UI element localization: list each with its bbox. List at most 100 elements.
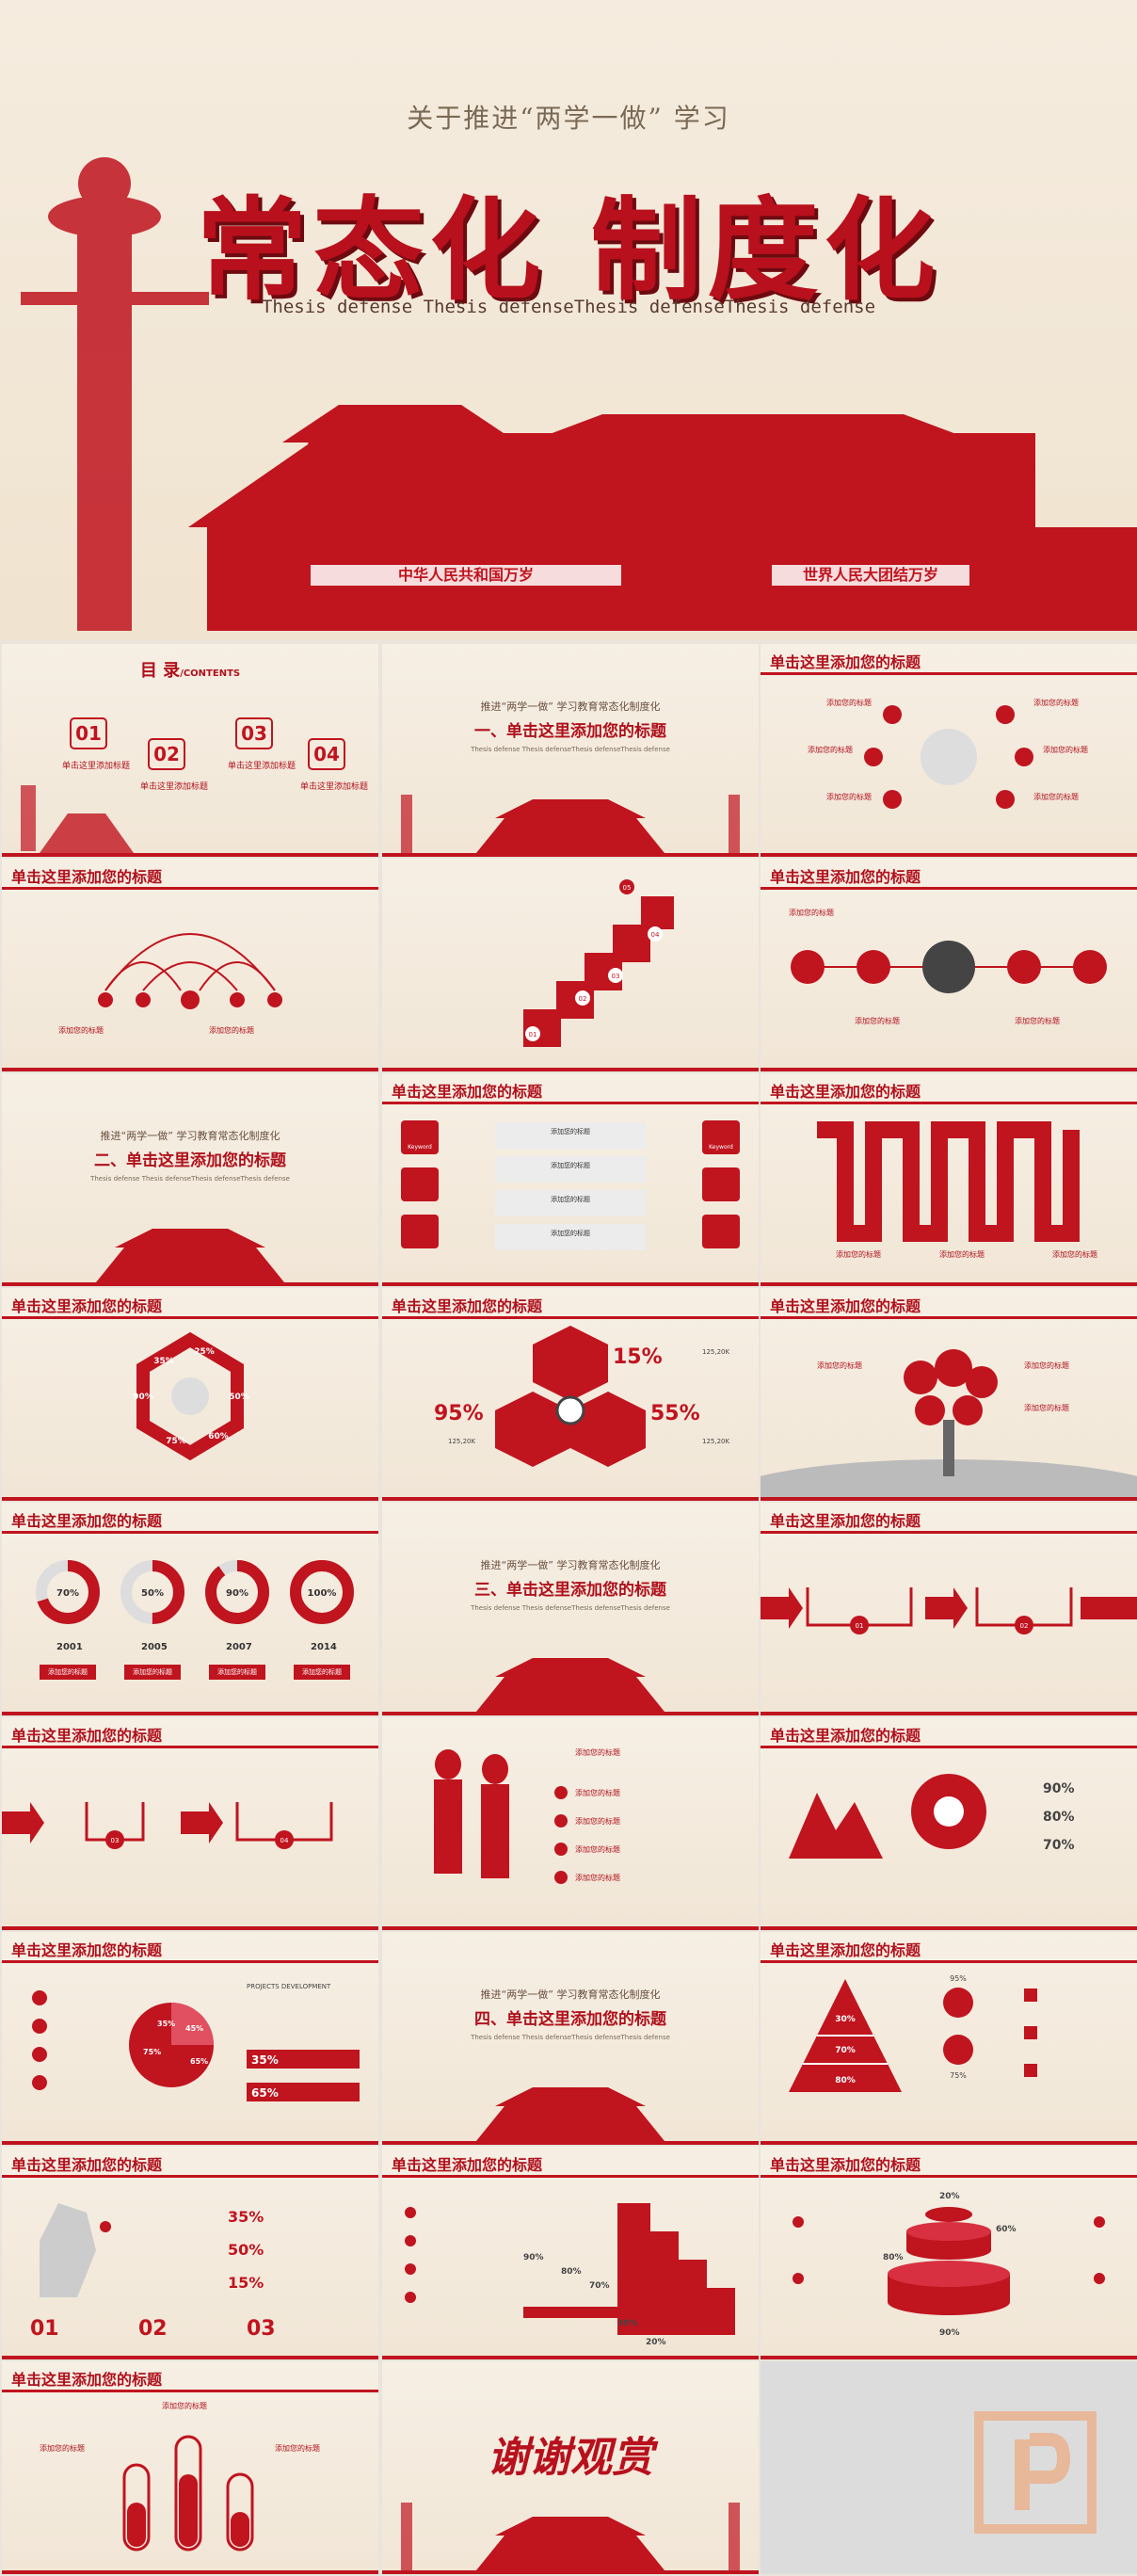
flag-icon [306, 414, 419, 466]
keybox-title-3: 添加您的标题 [551, 1195, 590, 1203]
social-count-3: 125,20K [702, 1438, 729, 1445]
slide-thanks[interactable]: 谢谢观赏 [382, 2361, 759, 2574]
label-2: 添加您的标题 [1033, 698, 1079, 707]
donut-year-3: 2007 [226, 1642, 252, 1652]
label-6: 添加您的标题 [1033, 792, 1079, 801]
slide-title: 单击这里添加您的标题 [11, 1512, 163, 1530]
pyr-pct-1: 30% [835, 2015, 856, 2024]
slide-toc[interactable]: 目 录/CONTENTS 01 单击这里添加标题 02 单击这里添加标题 03 … [2, 644, 378, 857]
social-count-2: 125,20K [448, 1438, 475, 1445]
cycle-pct-4: 90% [133, 1393, 153, 1402]
donut-row: 70% 50% 90% 100% [36, 1560, 354, 1624]
cover-subtitle: 关于推进“两学一做” 学习 [407, 103, 730, 134]
pyr-pct-2: 70% [835, 2046, 856, 2055]
pyr-right-pct-1: 95% [950, 1974, 967, 1983]
slide-title: 单击这里添加您的标题 [770, 1297, 921, 1315]
slide-title: 单击这里添加您的标题 [11, 1727, 163, 1745]
slide-tubes[interactable]: 单击这里添加您的标题 添加您的标题 添加您的标题 添加您的标题 [2, 2361, 378, 2574]
toc-label-1: 单击这里添加标题 [62, 762, 131, 771]
slide-chapter-3[interactable]: 推进“两学一做” 学习教育常态化制度化 三、单击这里添加您的标题 Thesis … [382, 1503, 759, 1715]
arc-diagram: 添加您的标题 添加您的标题 [58, 933, 282, 1035]
mountain-pct-1: 90% [1043, 1781, 1075, 1796]
step-1: 01 [529, 1031, 537, 1038]
donut-btn-1[interactable]: 添加您的标题 [40, 1665, 96, 1680]
label-2: 添加您的标题 [209, 1025, 254, 1035]
pres-num-2: 04 [280, 1837, 289, 1844]
presentation-flow: 03 04 [2, 1802, 333, 1849]
slide-pie[interactable]: 单击这里添加您的标题 35% 45% 75% 65% PROJECTS DEVE… [2, 1932, 378, 2145]
pie-heading: PROJECTS DEVELOPMENT [247, 1983, 331, 1990]
social-pct-left: 95% [434, 1402, 484, 1425]
chapter-english: Thesis defense Thesis defenseThesis defe… [471, 1604, 670, 1612]
slide-arcs[interactable]: 单击这里添加您的标题 添加您的标题 添加您的标题 [2, 859, 378, 1071]
hand-num-2: 02 [138, 2317, 168, 2341]
hand-pct-2: 50% [228, 2241, 264, 2259]
keybox-title-4: 添加您的标题 [551, 1229, 590, 1237]
donut-btn-3[interactable]: 添加您的标题 [209, 1665, 265, 1680]
slide-pyramid[interactable]: 单击这里添加您的标题 30% 70% 80% 95% 75% [761, 1932, 1137, 2145]
layer-cake: 20% 60% 80% 90% [793, 2192, 1105, 2338]
slide-chapter-2[interactable]: 推进“两学一做” 学习教育常态化制度化 二、单击这里添加您的标题 Thesis … [2, 1073, 378, 1286]
slide-icons-circle[interactable]: 单击这里添加您的标题 添加您的标题 添加您的标题 添加您的标题 添加您的标题 添… [761, 644, 1137, 857]
gate-silhouette [401, 795, 740, 853]
slide-title: 单击这里添加您的标题 [11, 2156, 163, 2174]
mountain-pct-2: 80% [1043, 1810, 1075, 1825]
slide-donuts[interactable]: 单击这里添加您的标题 70% 50% 90% 100% 2001 2005 20… [2, 1503, 378, 1715]
slide-cart[interactable]: 单击这里添加您的标题 01 02 [761, 1503, 1137, 1715]
label-4: 添加您的标题 [575, 1873, 620, 1882]
gate-silhouette [401, 2503, 740, 2570]
slide-steps[interactable]: 01 02 03 04 05 [382, 859, 759, 1071]
toc-num-3: 03 [235, 717, 273, 749]
slide-title: 单击这里添加您的标题 [11, 2371, 163, 2389]
hand-num-3: 03 [247, 2317, 276, 2341]
slide-ribbon[interactable]: 单击这里添加您的标题 添加您的标题 添加您的标题 添加您的标题 [761, 1073, 1137, 1286]
slide-people[interactable]: 添加您的标题 添加您的标题 添加您的标题 添加您的标题 添加您的标题 [382, 1717, 759, 1930]
slide-keywords[interactable]: 单击这里添加您的标题 添加您的标题 添加您的标题 添加您的标题 添加您的标题 K… [382, 1073, 759, 1286]
slide-layers[interactable]: 单击这里添加您的标题 20% 60% 80% 90% [761, 2147, 1137, 2359]
label-2: 添加您的标题 [939, 1249, 985, 1259]
cycle-pct-5: 75% [166, 1437, 186, 1446]
label-3: 添加您的标题 [808, 745, 853, 754]
cart-flow: 01 02 [761, 1587, 1137, 1634]
slide-chapter-1[interactable]: 推进“两学一做” 学习教育常态化制度化 一、单击这里添加您的标题 Thesis … [382, 644, 759, 857]
pie-pct-3: 75% [143, 2048, 161, 2056]
step-4: 04 [651, 931, 660, 939]
mountain-diagram: 90% 80% 70% [789, 1774, 1075, 1859]
label-2: 添加您的标题 [855, 1016, 900, 1025]
slide-title: 单击这里添加您的标题 [770, 1083, 921, 1101]
cart-num-2: 02 [1020, 1622, 1029, 1630]
label-3: 添加您的标题 [1052, 1249, 1097, 1259]
donut-btn-2[interactable]: 添加您的标题 [124, 1665, 181, 1680]
ribbon-shape: 添加您的标题 添加您的标题 添加您的标题 [817, 1121, 1097, 1259]
label-1: 添加您的标题 [836, 1249, 881, 1259]
toc-num-1: 01 [70, 717, 107, 749]
slide-presentation[interactable]: 单击这里添加您的标题 03 04 [2, 1717, 378, 1930]
slide-hand[interactable]: 单击这里添加您的标题 35% 50% 15% 01 02 03 [2, 2147, 378, 2359]
stairs-pct-4: 30% [617, 2319, 638, 2328]
slide-globe[interactable]: 单击这里添加您的标题 添加您的标题 添加您的标题 添加您的标题 [761, 859, 1137, 1071]
social-pct-top: 15% [613, 1345, 663, 1369]
label-2: 添加您的标题 [275, 2443, 320, 2453]
donut-pct-1: 70% [56, 1588, 79, 1599]
slide-social[interactable]: 单击这里添加您的标题 95% 15% 55% 125,20K 125,20K 1… [382, 1288, 759, 1501]
label-5: 添加您的标题 [826, 792, 872, 801]
icon-ring-diagram: 添加您的标题 添加您的标题 添加您的标题 添加您的标题 添加您的标题 添加您的标… [808, 698, 1088, 809]
chapter-title: 一、单击这里添加您的标题 [474, 722, 666, 741]
slide-tree[interactable]: 单击这里添加您的标题 添加您的标题 添加您的标题 添加您的标题 [761, 1288, 1137, 1501]
donut-btn-4[interactable]: 添加您的标题 [294, 1665, 350, 1680]
slide-chapter-4[interactable]: 推进“两学一做” 学习教育常态化制度化 四、单击这里添加您的标题 Thesis … [382, 1932, 759, 2145]
slide-cycle[interactable]: 单击这里添加您的标题 25% 35% 50% 90% 75% 60% [2, 1288, 378, 1501]
label-2: 添加您的标题 [1024, 1360, 1069, 1370]
slide-stairs[interactable]: 单击这里添加您的标题 90% 80% 70% 30% 20% [382, 2147, 759, 2359]
slide-mountain[interactable]: 单击这里添加您的标题 90% 80% 70% [761, 1717, 1137, 1930]
label-1: 添加您的标题 [817, 1360, 862, 1370]
cover-title: 常态化 制度化 [196, 185, 941, 315]
chapter-subtitle: 推进“两学一做” 学习教育常态化制度化 [100, 1130, 280, 1142]
chapter-subtitle: 推进“两学一做” 学习教育常态化制度化 [480, 1988, 661, 2001]
label-main: 添加您的标题 [575, 1747, 620, 1757]
donut-year-2: 2005 [141, 1642, 168, 1652]
label-3: 添加您的标题 [575, 1844, 620, 1854]
stairs-diagram: 90% 80% 70% 30% 20% [405, 2203, 735, 2347]
donut-arc-2 [120, 1560, 184, 1624]
keyword-1: Keyword [408, 1144, 432, 1151]
